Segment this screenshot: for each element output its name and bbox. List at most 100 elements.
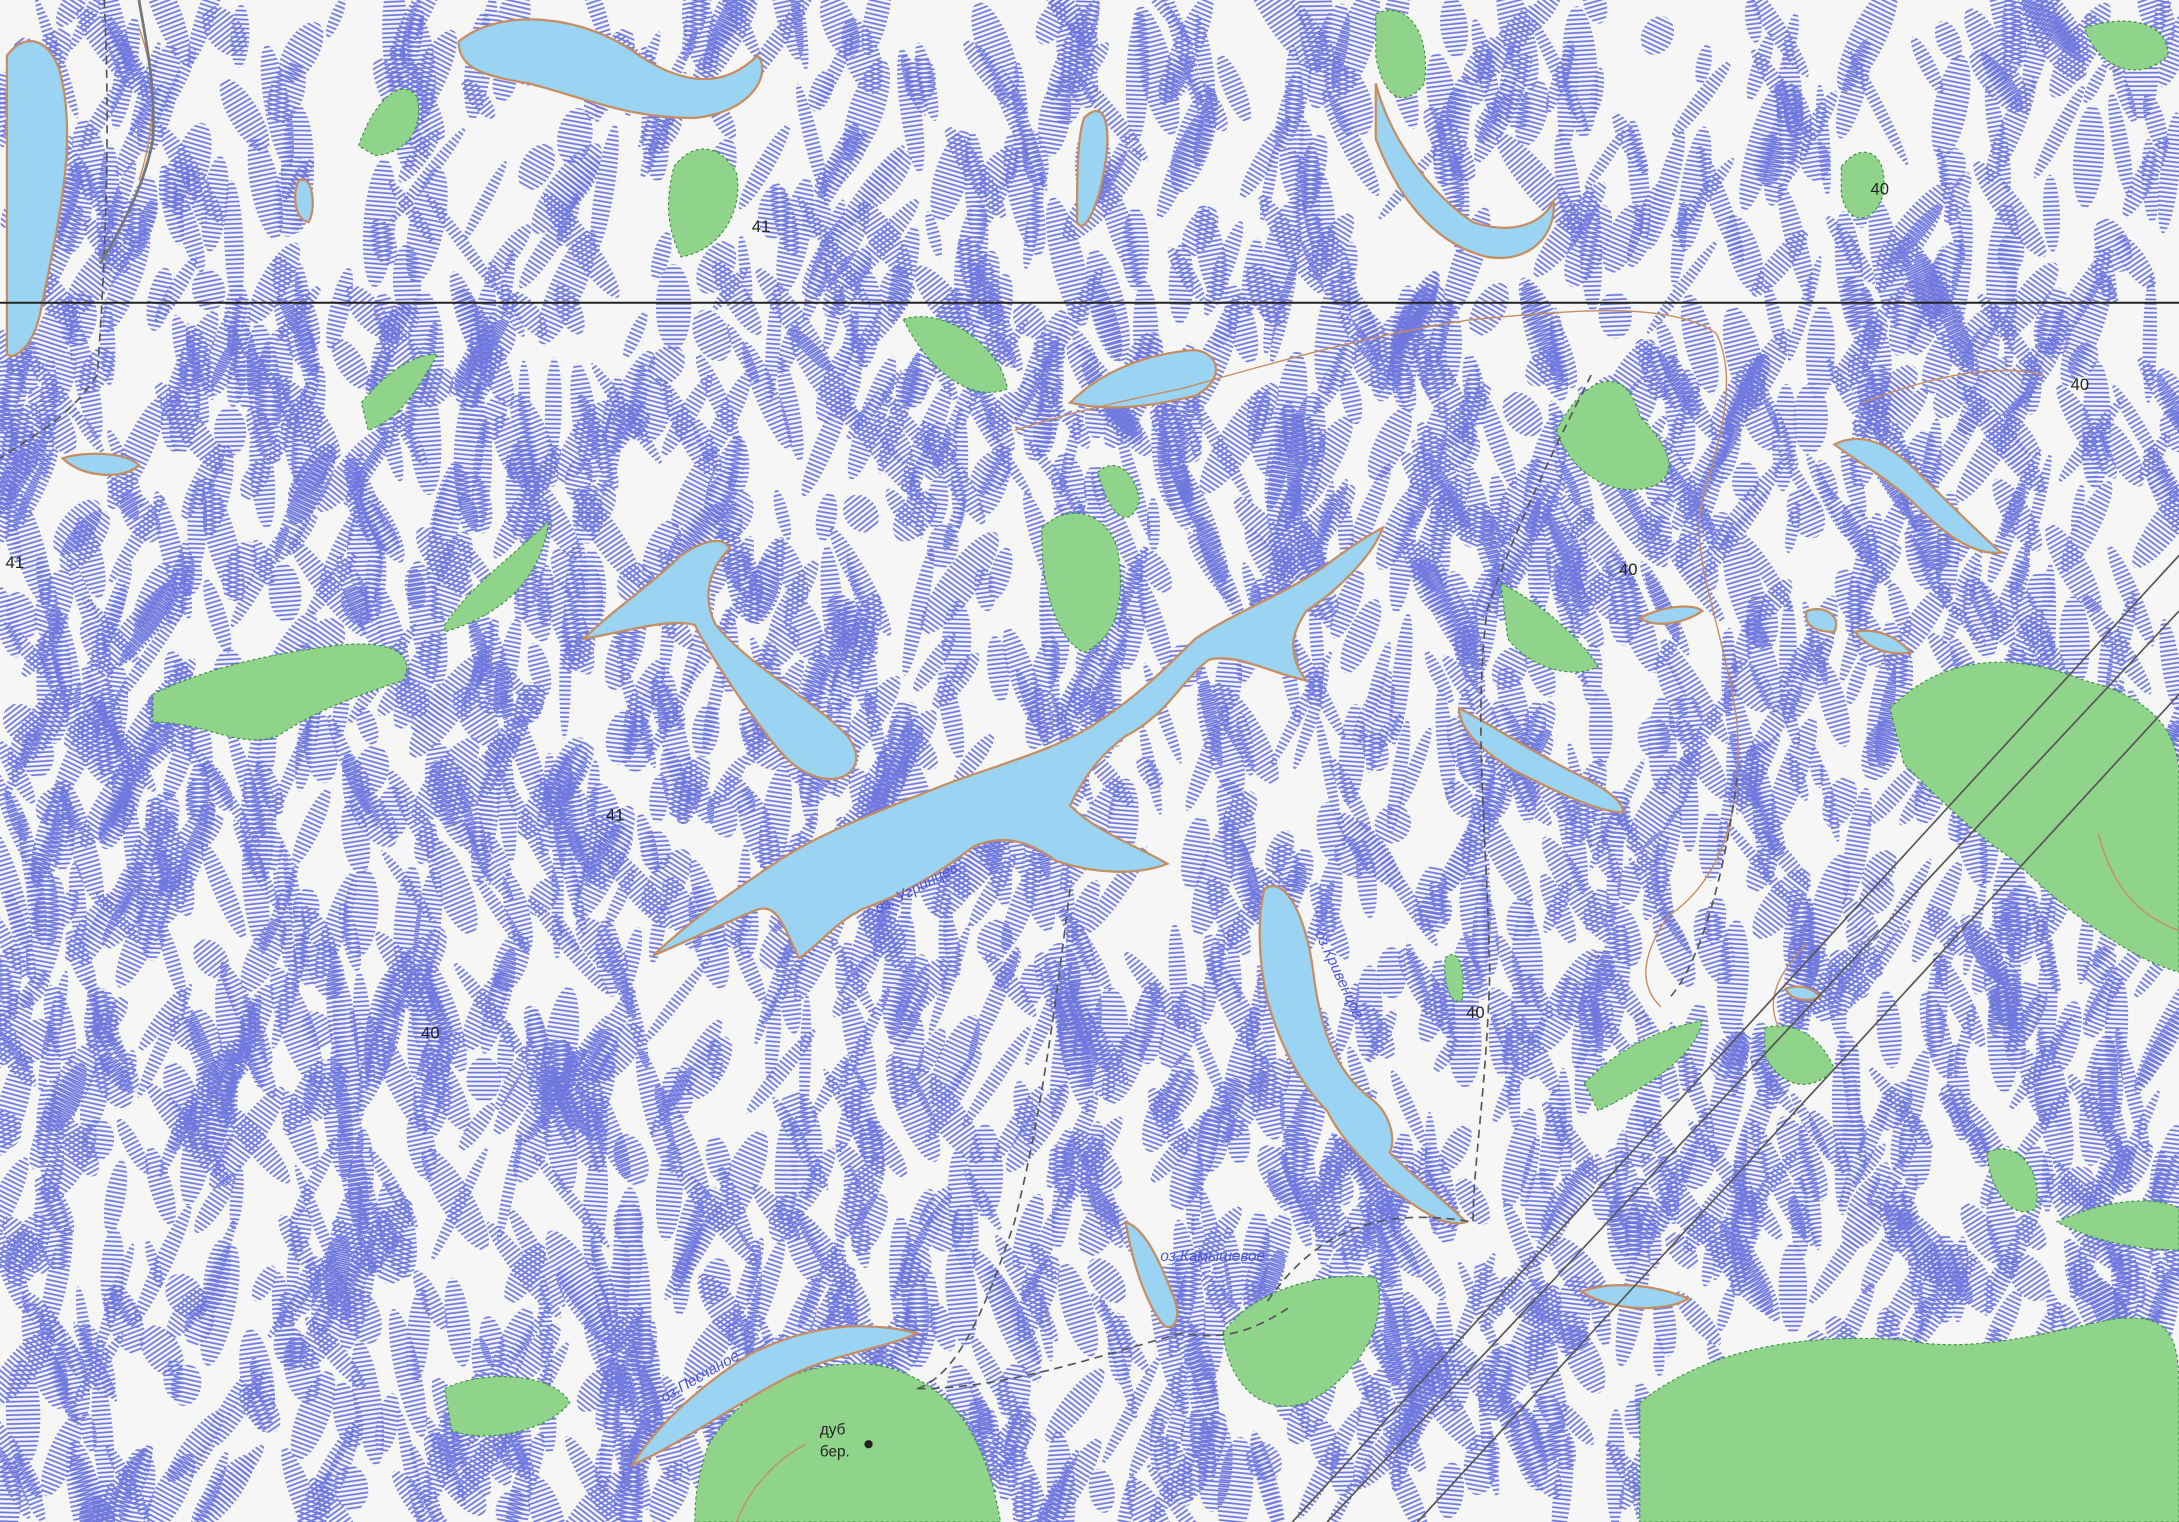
marsh-patch [2112,65,2137,124]
marsh-patch [301,1011,334,1049]
marsh-patch [191,269,226,311]
marsh-patch [861,0,892,56]
marsh-patch [2141,139,2160,223]
marsh-patch [362,158,397,288]
marsh-patch [1528,1331,1559,1374]
marsh-patch [332,1382,364,1450]
marsh-patch [1072,329,1099,373]
marsh-patch [1181,206,1219,257]
marsh-patch [1170,87,1219,193]
marsh-patch [326,962,359,1091]
marsh-patch [239,1382,281,1433]
marsh-patch [742,341,792,450]
marsh-patch [108,495,166,584]
marsh-patch [1046,1127,1073,1189]
marsh-patch [648,345,685,385]
marsh-patch [1876,990,1902,1069]
marsh-patch [1320,1479,1357,1522]
marsh-patch [377,669,415,717]
marsh-patch [2061,481,2113,573]
marsh-patch [858,1117,884,1165]
marsh-patch [599,1375,615,1435]
marsh-patch [887,954,930,1048]
marsh-patch [458,1102,495,1151]
marsh-patch [294,1164,343,1285]
marsh-patch [2142,93,2168,152]
marsh-patch [1834,1117,1852,1216]
marsh-patch [1866,1162,1891,1208]
marsh-patch [1705,459,1786,558]
marsh-patch [1012,1476,1039,1522]
marsh-patch [692,309,732,362]
marsh-patch [2158,112,2179,234]
marsh-patch [984,330,1017,368]
marsh-patch [1025,961,1073,1067]
marsh-patch [885,1054,941,1162]
marsh-patch [1146,1464,1225,1522]
marsh-patch [96,0,132,83]
marsh-patch [623,311,648,359]
marsh-patch [1199,1188,1233,1311]
marsh-patch [696,241,737,294]
marsh-patch [991,1085,1044,1164]
marsh-patch [768,1193,803,1242]
marsh-patch [251,1265,277,1302]
marsh-patch [1583,888,1611,934]
marsh-patch [1675,533,1719,592]
marsh-patch [1191,1214,1211,1280]
marsh-patch [723,775,756,816]
marsh-patch [1477,389,1517,489]
marsh-patch [928,923,971,1036]
marsh-patch [276,285,321,342]
marsh-patch [296,1473,335,1522]
marsh-patch [479,1316,506,1370]
marsh-patch [1984,77,2037,185]
marsh-patch [917,1028,946,1075]
marsh-patch [1398,727,1432,809]
marsh-patch [845,370,902,441]
marsh-patch [1438,1125,1472,1173]
marsh-patch [902,546,935,676]
marsh-patch [1400,451,1474,542]
marsh-patch [1259,145,1279,223]
marsh-patch [1245,1441,1282,1481]
marsh-patch [33,297,75,372]
marsh-patch [2093,218,2132,272]
marsh-patch [1693,907,1735,985]
marsh-patch [594,1325,622,1396]
marsh-patch [431,1146,489,1261]
marsh-patch [1477,1350,1513,1421]
marsh-patch [288,1206,312,1255]
marsh-patch [1867,762,1921,826]
marsh-patch [274,453,329,563]
marsh-patch [1709,353,1771,439]
marsh-patch [2115,1027,2150,1157]
marsh-patch [1341,1205,1372,1274]
marsh-patch [1554,458,1581,506]
tree-label: бер. [820,1444,850,1461]
marsh-patch [1096,1188,1121,1227]
marsh-patch [1244,0,1322,73]
marsh-patch [577,0,613,52]
marsh-patch [1529,505,1546,595]
marsh-patch [920,531,999,634]
marsh-patch [1463,1430,1500,1495]
marsh-patch [1203,1265,1226,1378]
marsh-patch [849,270,882,368]
marsh-patch [675,780,702,825]
marsh-patch [286,513,318,556]
marsh-patch [1745,0,1762,43]
marsh-patch [0,989,34,1072]
marsh-patch [1088,1468,1115,1513]
marsh-patch [2157,0,2179,88]
marsh-patch [283,1336,322,1404]
marsh-patch [1933,375,1968,419]
marsh-patch [52,702,107,803]
marsh-patch [1497,664,1530,743]
marsh-patch [1798,1122,1822,1251]
marsh-patch [2041,1149,2054,1213]
marsh-patch [711,0,762,62]
marsh-patch [901,382,953,494]
marsh-patch [1503,1199,1549,1303]
